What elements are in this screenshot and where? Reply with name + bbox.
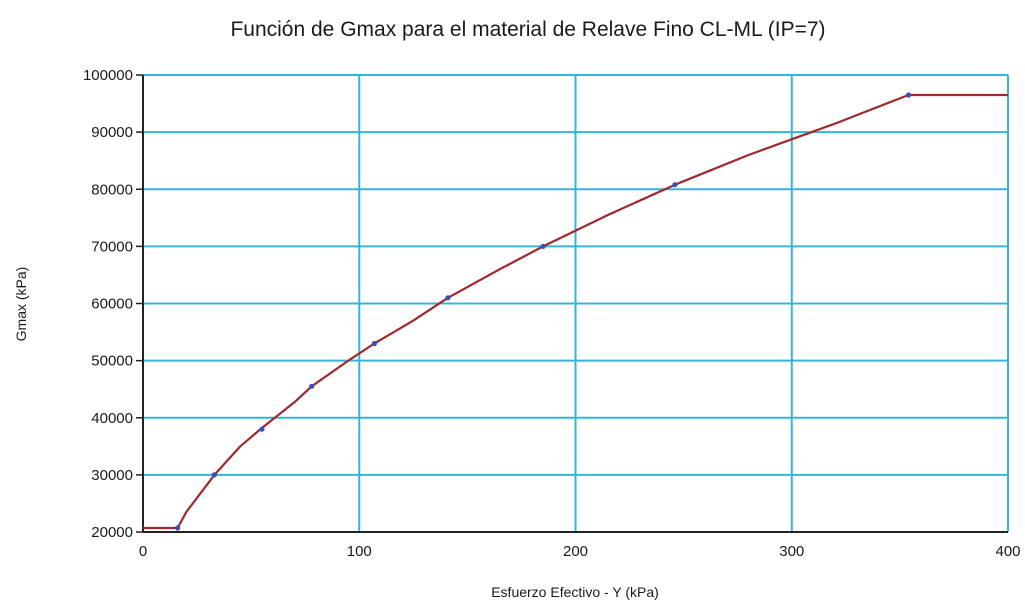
data-point [259,426,265,432]
y-tick-label: 40000 [91,410,133,427]
data-point [371,340,377,347]
x-tick-label: 0 [139,543,147,560]
y-tick-label: 50000 [91,353,133,370]
data-point [175,525,181,531]
y-tick-label: 80000 [91,181,133,198]
data-point [672,182,678,188]
y-tick-label: 70000 [91,238,133,255]
axes [142,75,1008,533]
data-point [211,472,217,478]
y-tick-label: 100000 [83,67,133,84]
y-tick-label: 60000 [91,296,133,313]
data-markers [175,92,912,531]
data-point [540,243,546,249]
x-tick-label: 300 [779,543,804,560]
series [143,93,1008,530]
x-axis-label: Esfuerzo Efectivo - Y (kPa) [491,584,659,600]
tick-labels: 0 100 200 300 400 20000 30000 40000 50000 60000 70… [83,67,1021,560]
data-point [309,383,315,389]
data-point [445,295,451,301]
x-tick-label: 400 [995,543,1020,560]
y-tick-label: 30000 [91,467,133,484]
grid [136,74,1009,533]
y-axis-label: Gmax (kPa) [13,267,29,342]
x-tick-label: 100 [347,543,372,560]
y-tick-label: 90000 [91,124,133,141]
data-point [905,92,912,98]
y-tick-label: 20000 [91,524,133,541]
series-line [143,93,1008,530]
chart-title: Función de Gmax para el material de Rela… [230,18,826,41]
x-tick-label: 200 [563,543,588,560]
